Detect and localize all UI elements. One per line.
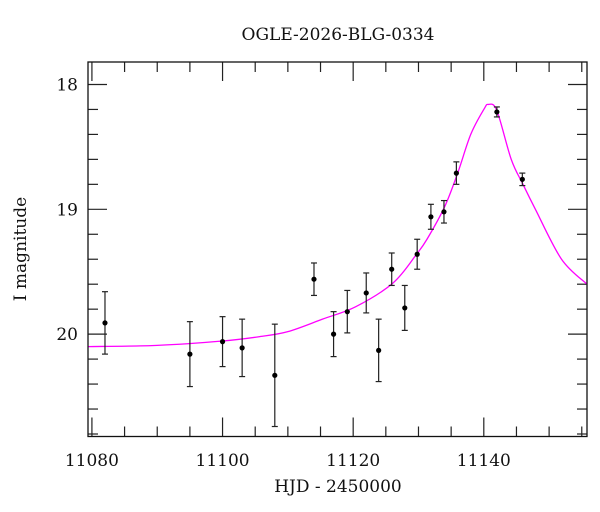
plot-frame: [87, 61, 588, 438]
point-marker: [363, 290, 369, 296]
point-marker: [389, 266, 395, 272]
data-point: [519, 172, 526, 187]
data-point: [414, 238, 421, 270]
x-tick-label: 11140: [457, 451, 511, 471]
point-marker: [311, 276, 317, 282]
data-point: [330, 311, 337, 358]
point-marker: [272, 372, 278, 378]
point-marker: [402, 305, 408, 311]
point-marker: [376, 347, 382, 353]
y-tick-label: 20: [56, 325, 78, 345]
point-marker: [102, 320, 108, 326]
x-tick-label: 11120: [326, 451, 380, 471]
point-marker: [519, 176, 525, 182]
point-marker: [187, 351, 193, 357]
data-point: [375, 318, 382, 383]
point-marker: [219, 339, 226, 345]
data-point: [440, 199, 447, 224]
y-tick-label: 18: [56, 75, 78, 95]
point-marker: [414, 251, 420, 257]
x-tick-label: 11080: [65, 451, 119, 471]
point-marker: [494, 109, 500, 115]
data-point: [186, 321, 193, 388]
data-point: [219, 316, 226, 368]
point-marker: [330, 331, 337, 337]
tick-labels: 11080 11100 11120 11140 18 19 20: [56, 75, 510, 471]
data-point: [401, 284, 408, 331]
point-marker: [239, 345, 245, 351]
point-marker: [428, 214, 434, 220]
data-point: [363, 272, 370, 314]
data-point: [239, 318, 246, 378]
model-curve: [87, 103, 588, 348]
x-axis-label: HJD - 2450000: [274, 477, 402, 497]
point-marker: [344, 309, 350, 315]
chart-title: OGLE-2026-BLG-0334: [242, 25, 435, 45]
point-marker: [441, 209, 447, 215]
data-point: [493, 106, 500, 118]
data-point: [427, 203, 434, 230]
data-point: [271, 323, 278, 428]
data-point: [101, 291, 108, 355]
y-tick-label: 19: [56, 200, 78, 220]
data-point: [310, 262, 317, 297]
data-point: [344, 289, 351, 334]
axes: [88, 62, 587, 437]
x-tick-label: 11100: [196, 451, 250, 471]
data-point: [453, 161, 460, 185]
data-points: [101, 106, 526, 428]
data-point: [388, 252, 395, 287]
point-marker: [453, 170, 459, 176]
y-axis-label: I magnitude: [11, 197, 31, 301]
model-curve-group: [87, 103, 588, 348]
